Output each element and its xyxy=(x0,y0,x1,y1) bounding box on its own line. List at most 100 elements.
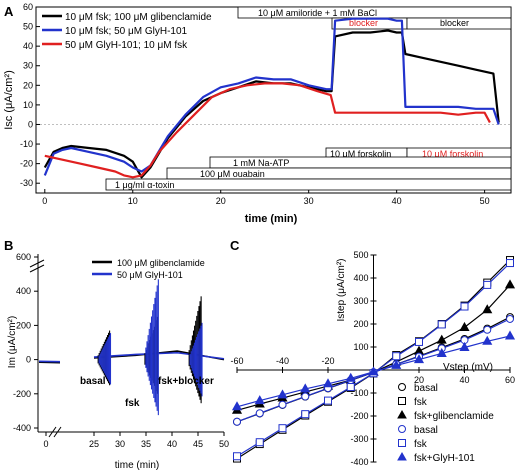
x-tick-label: 35 xyxy=(141,439,151,449)
x-tick-label: 50 xyxy=(219,439,229,449)
iv-point-fsk xyxy=(233,452,241,461)
iv-point-fsk-glyh- xyxy=(345,372,356,382)
x-tick-label: 30 xyxy=(304,196,314,206)
panel-a-legend: 10 μM fsk; 100 μM glibenclamide 10 μM fs… xyxy=(42,12,212,51)
panel-c-x-axis-label: Vstep (mV) xyxy=(443,362,493,373)
y-tick-label: -400 xyxy=(13,423,31,433)
panel-b-y-ticks: -400 -200 0 200 400 600 xyxy=(13,252,38,433)
iv-point-fsk xyxy=(483,280,492,289)
panel-label-b: B xyxy=(4,238,13,253)
legend-label-basal-blue: basal xyxy=(414,425,438,436)
toxin-bar xyxy=(105,178,512,191)
legend-label-fsk-glibenclamide-c: fsk+glibenclamide xyxy=(414,411,494,422)
blocker-label-1: blocker xyxy=(349,18,378,28)
legend-label-fsk-glyh-c: fsk+GlyH-101 xyxy=(414,453,475,464)
x-tick-label: 25 xyxy=(89,439,99,449)
iv-point-fsk-glyh- xyxy=(391,359,402,369)
ouabain-label: 100 μM ouabain xyxy=(200,169,265,179)
y-tick-label: 10 xyxy=(23,100,33,110)
legend-marker-fsk-glyh xyxy=(397,451,407,461)
y-tick-label: 400 xyxy=(16,286,31,296)
panel-label-c: C xyxy=(230,238,240,253)
iv-point-fsk-glyh- xyxy=(459,341,470,351)
annotation-basal: basal xyxy=(80,376,106,387)
iv-point-basal xyxy=(233,417,241,426)
iv-point-fsk-glyh- xyxy=(322,378,334,388)
legend-marker-fsk-blue xyxy=(398,439,406,447)
x-tick-label: 45 xyxy=(193,439,203,449)
iv-point-fsk xyxy=(324,396,332,405)
annotation-fsk-blocker: fsk+blocker xyxy=(158,376,214,387)
iv-point-fsk-glibenclamide xyxy=(459,321,470,331)
atp-label: 1 mM Na-ATP xyxy=(233,158,289,168)
y-tick-label: -300 xyxy=(350,434,368,444)
iv-point-fsk-glyh- xyxy=(504,330,516,340)
x-tick-label: 20 xyxy=(414,375,424,385)
legend-label-fsk-glibenclamide: 10 μM fsk; 100 μM glibenclamide xyxy=(65,12,212,23)
panel-a-y-ticks: -30 -20 -10 0 10 20 30 40 50 60 xyxy=(20,2,40,188)
annotation-fsk: fsk xyxy=(125,398,140,409)
y-tick-label: -200 xyxy=(350,411,368,421)
panel-c-series xyxy=(231,256,516,463)
x-tick-label: 40 xyxy=(459,375,469,385)
iv-point-fsk xyxy=(301,410,310,419)
x-tick-label: 30 xyxy=(115,439,125,449)
y-tick-label: 500 xyxy=(353,250,368,260)
panel-c-legend: basal fsk fsk+glibenclamide basal fsk fs… xyxy=(397,383,494,464)
iv-point-fsk-glibenclamide xyxy=(436,334,447,344)
y-tick-label: 40 xyxy=(23,41,33,51)
iv-point-fsk-glyh- xyxy=(300,383,311,393)
legend-label-basal-black: basal xyxy=(414,383,438,394)
legend-label-glyh-fsk: 50 μM GlyH-101; 10 μM fsk xyxy=(65,40,188,51)
axis-break-marks xyxy=(29,259,62,438)
panel-b-x-axis-label: time (min) xyxy=(115,460,159,471)
y-tick-label: -100 xyxy=(350,388,368,398)
y-tick-label: -10 xyxy=(20,139,33,149)
iv-point-basal xyxy=(255,409,264,418)
x-tick-label: 40 xyxy=(167,439,177,449)
y-tick-label: 0 xyxy=(28,119,33,129)
legend-marker-basal-black xyxy=(398,383,406,391)
series-fsk-glyh-line xyxy=(43,17,500,176)
y-tick-label: -20 xyxy=(20,159,33,169)
y-tick-label: -200 xyxy=(13,389,31,399)
x-tick-label: 0 xyxy=(43,439,48,449)
iv-point-fsk-glyh- xyxy=(231,401,243,411)
amiloride-label: 10 μM amiloride + 1 mM BaCl xyxy=(258,8,377,18)
iv-point-fsk xyxy=(437,320,446,329)
legend-marker-basal-blue xyxy=(398,425,406,433)
x-tick-label: 50 xyxy=(480,196,490,206)
panel-label-a: A xyxy=(4,4,14,19)
iv-point-fsk-glibenclamide xyxy=(482,304,493,314)
iv-point-fsk-glibenclamide xyxy=(504,279,516,289)
iv-point-basal xyxy=(278,400,287,409)
iv-point-fsk xyxy=(506,259,514,268)
legend-marker-fsk-black xyxy=(398,397,406,405)
iv-point-basal xyxy=(506,314,514,323)
panel-c-y-axis-label: Istep (μA/cm²) xyxy=(336,259,347,322)
toxin-label: 1 μg/ml α-toxin xyxy=(115,180,174,190)
y-tick-label: 200 xyxy=(16,320,31,330)
y-tick-label: 200 xyxy=(353,319,368,329)
legend-label-fsk-black: fsk xyxy=(414,397,428,408)
legend-label-glibenclamide: 100 μM glibenclamide xyxy=(117,258,205,268)
panel-b-y-axis-label: Im (μA/cm²) xyxy=(7,316,18,368)
iv-point-fsk xyxy=(392,352,401,361)
y-tick-label: 600 xyxy=(16,252,31,262)
y-tick-label: -30 xyxy=(20,178,33,188)
y-tick-label: -400 xyxy=(350,457,368,467)
x-tick-label: 40 xyxy=(392,196,402,206)
panel-a-x-axis-label: time (min) xyxy=(245,213,298,225)
iv-point-fsk-glyh- xyxy=(368,366,379,376)
series-glyh-fsk-line xyxy=(44,82,491,179)
panel-a-x-ticks: 0 10 20 30 40 50 xyxy=(42,189,490,206)
x-tick-label: -20 xyxy=(321,356,334,366)
legend-marker-fsk-glibenclamide xyxy=(397,409,407,419)
panel-a-series xyxy=(43,17,500,179)
forskolin-label-1: 10 μM forskolin xyxy=(330,149,391,159)
iv-point-basal xyxy=(301,392,310,401)
y-tick-label: 0 xyxy=(26,355,31,365)
panel-a-chart: -30 -20 -10 0 10 20 30 40 50 60 0 10 20 30 40 50 10 μM… xyxy=(3,2,512,225)
iv-point-fsk xyxy=(460,302,469,311)
